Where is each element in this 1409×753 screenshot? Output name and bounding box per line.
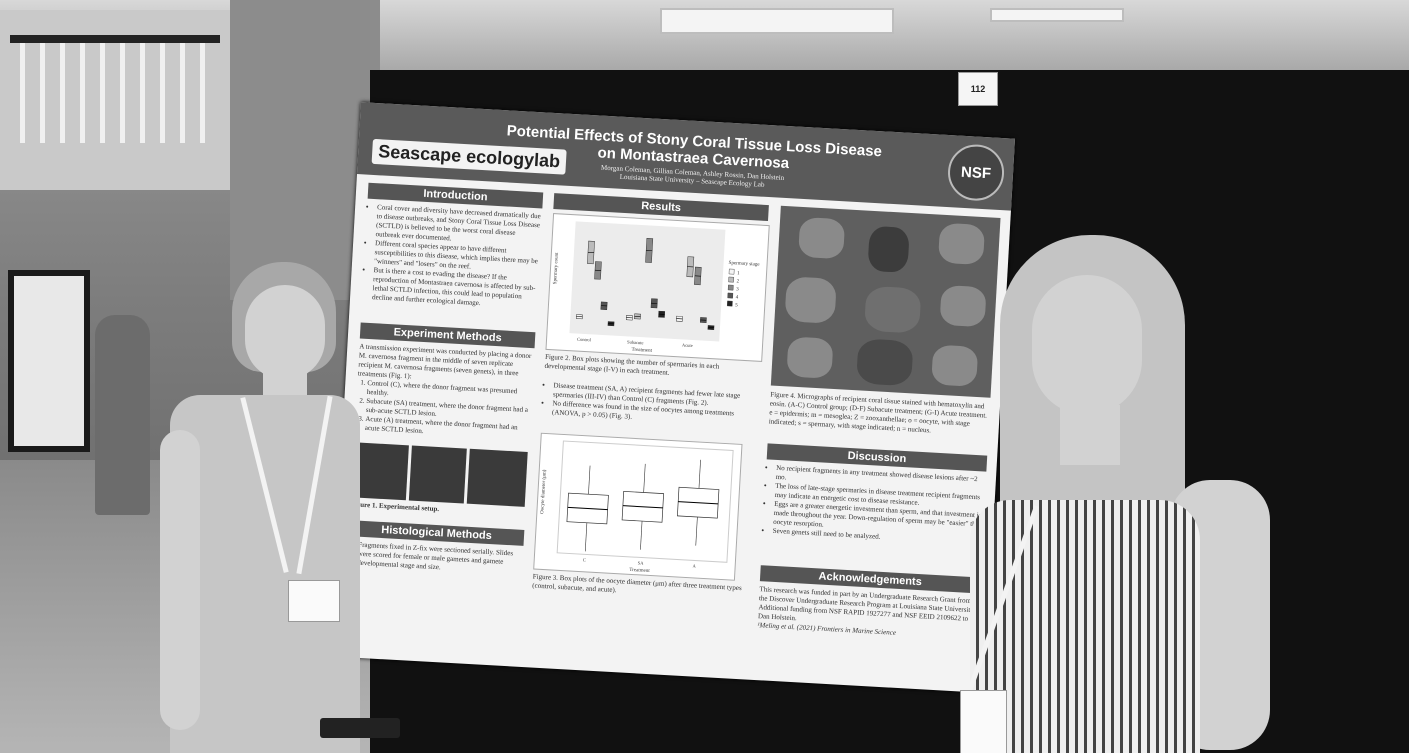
fig2-legend-swatch xyxy=(726,300,733,307)
fig2-tick: Control xyxy=(577,337,592,343)
fig2-legend-title: Spermary stage xyxy=(728,261,760,268)
fig3-median xyxy=(622,505,663,509)
fig2-xlabel: Treatment xyxy=(631,348,652,354)
fig2-ylabel: Spermary count xyxy=(553,252,560,285)
experiment-photo xyxy=(466,448,528,507)
figure4-micrographs xyxy=(770,205,1001,398)
figure4-caption: Figure 4. Micrographs of recipient coral… xyxy=(768,390,988,435)
fig3-tick: C xyxy=(583,557,586,562)
background-person xyxy=(95,315,150,515)
figure2-svg: Spermary count Treatment Control Subacut… xyxy=(553,221,760,354)
name-badge xyxy=(960,690,1007,753)
fig3-xlabel: Treatment xyxy=(629,568,650,574)
ceiling-light xyxy=(990,8,1124,22)
fig2-tick: Subacute xyxy=(627,339,644,345)
booth-number-tag: 112 xyxy=(958,72,998,106)
fig3-median xyxy=(678,501,719,505)
experiment-methods-text: A transmission experiment was conducted … xyxy=(355,342,535,442)
results-text: Disease treatment (SA, A) recipient frag… xyxy=(542,381,759,429)
introduction-text: Coral cover and diversity have decreased… xyxy=(362,203,542,312)
fig3-tick: SA xyxy=(638,560,645,565)
fig2-legend-swatch xyxy=(728,268,735,275)
fig2-legend-label: 3 xyxy=(736,287,739,292)
fig2-legend-label: 4 xyxy=(736,295,739,300)
figure2-boxplot: Spermary count Treatment Control Subacut… xyxy=(545,213,770,362)
fig3-median xyxy=(567,506,608,511)
fig2-legend-label: 5 xyxy=(735,303,738,308)
ceiling-light xyxy=(660,8,894,34)
fig3-ylabel: Oocyte diameter (μm) xyxy=(540,469,547,514)
acknowledgements-text: This research was funded in part by an U… xyxy=(757,585,976,637)
fig3-tick: A xyxy=(692,563,696,568)
research-poster: Seascape ecologylab Potential Effects of… xyxy=(330,102,1015,693)
fig2-tick: Acute xyxy=(682,342,693,348)
balcony xyxy=(0,10,230,190)
background-poster-easel xyxy=(8,270,90,452)
name-badge xyxy=(288,580,340,622)
fig2-legend-swatch xyxy=(728,276,735,283)
experiment-photo xyxy=(408,445,467,504)
figure3-boxplot: Oocyte diameter (μm) Treatment C SA A xyxy=(533,432,743,581)
fig2-legend-swatch xyxy=(727,292,734,299)
histological-methods-text: Fragments fixed in Z-fix were sectioned … xyxy=(347,540,523,577)
fig2-legend-label: 2 xyxy=(736,279,739,284)
plot-panel xyxy=(569,221,726,342)
fig2-legend-label: 1 xyxy=(737,271,740,276)
phone xyxy=(320,718,400,738)
fig2-legend-swatch xyxy=(727,284,734,291)
figure3-svg: Oocyte diameter (μm) Treatment C SA A xyxy=(540,440,734,574)
discussion-text: No recipient fragments in any treatment … xyxy=(762,463,986,547)
